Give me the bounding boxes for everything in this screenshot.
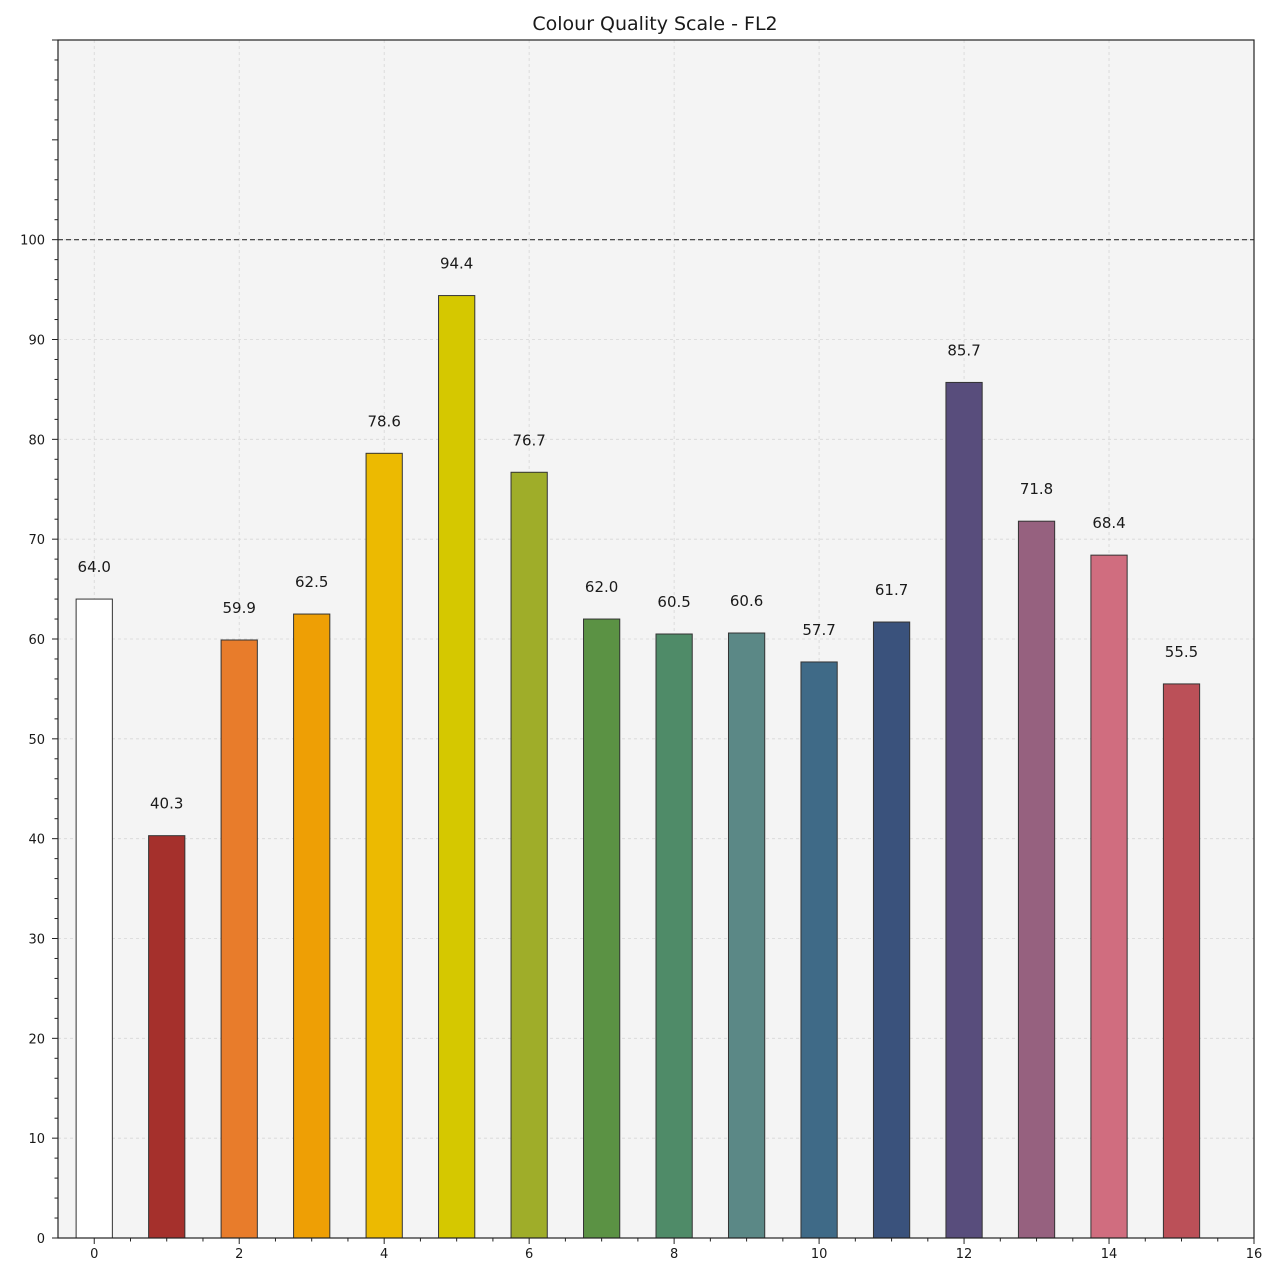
bar-3 [293, 613, 331, 1239]
bar-4 [365, 452, 403, 1239]
data-label-15: 55.5 [1165, 643, 1198, 661]
y-tick-label: 10 [28, 1132, 45, 1147]
x-tick-label: 12 [956, 1247, 973, 1262]
bar-12 [945, 381, 983, 1239]
data-label-8: 60.5 [657, 593, 690, 611]
data-label-9: 60.6 [730, 592, 763, 610]
bar-1 [148, 835, 186, 1239]
x-tick-label: 6 [525, 1247, 533, 1262]
data-label-13: 71.8 [1020, 480, 1053, 498]
data-label-5: 94.4 [440, 255, 473, 273]
bar-6 [510, 471, 548, 1239]
y-tick-label: 90 [28, 334, 45, 349]
plot-area: 64.0 40.3 59.9 62.5 78.6 94.4 76.7 62.0 60.5 60.6… [20, 39, 1263, 1262]
x-tick-label: 2 [235, 1247, 243, 1262]
bar-10 [800, 661, 838, 1239]
data-label-11: 61.7 [875, 581, 908, 599]
bar-14 [1090, 554, 1128, 1239]
y-tick-label: 30 [28, 933, 45, 948]
bar-11 [872, 621, 911, 1239]
data-label-2: 59.9 [223, 599, 256, 617]
x-tick-label: 14 [1101, 1247, 1118, 1262]
data-label-10: 57.7 [802, 621, 835, 639]
bar-15 [1162, 683, 1201, 1239]
y-tick-label: 60 [28, 633, 45, 648]
data-label-3: 62.5 [295, 573, 328, 591]
data-label-0: 64.0 [78, 558, 111, 576]
x-tick-label: 0 [90, 1247, 98, 1262]
y-tick-label: 20 [28, 1032, 45, 1047]
data-label-1: 40.3 [150, 795, 183, 813]
y-tick-label: 40 [28, 833, 45, 848]
bar-8 [655, 633, 693, 1239]
bar-0 [75, 598, 113, 1239]
y-tick-label: 80 [28, 433, 45, 448]
data-label-12: 85.7 [947, 341, 980, 359]
x-tick-label: 16 [1246, 1247, 1263, 1262]
y-tick-label: 50 [28, 733, 45, 748]
x-tick-label: 10 [811, 1247, 828, 1262]
y-tick-label: 0 [37, 1232, 45, 1247]
y-tick-label: 100 [20, 234, 45, 249]
bar-13 [1017, 520, 1056, 1239]
data-label-14: 68.4 [1092, 514, 1125, 532]
bar-9 [727, 632, 766, 1239]
data-label-6: 76.7 [512, 431, 545, 449]
bar-5 [438, 295, 476, 1239]
x-tick-label: 8 [670, 1247, 678, 1262]
y-tick-label: 70 [28, 533, 45, 548]
data-label-4: 78.6 [367, 412, 400, 430]
bar-2 [220, 639, 258, 1239]
x-tick-label: 4 [380, 1247, 388, 1262]
data-label-7: 62.0 [585, 578, 618, 596]
bar-7 [583, 618, 621, 1239]
chart-title: Colour Quality Scale - FL2 [532, 13, 777, 35]
